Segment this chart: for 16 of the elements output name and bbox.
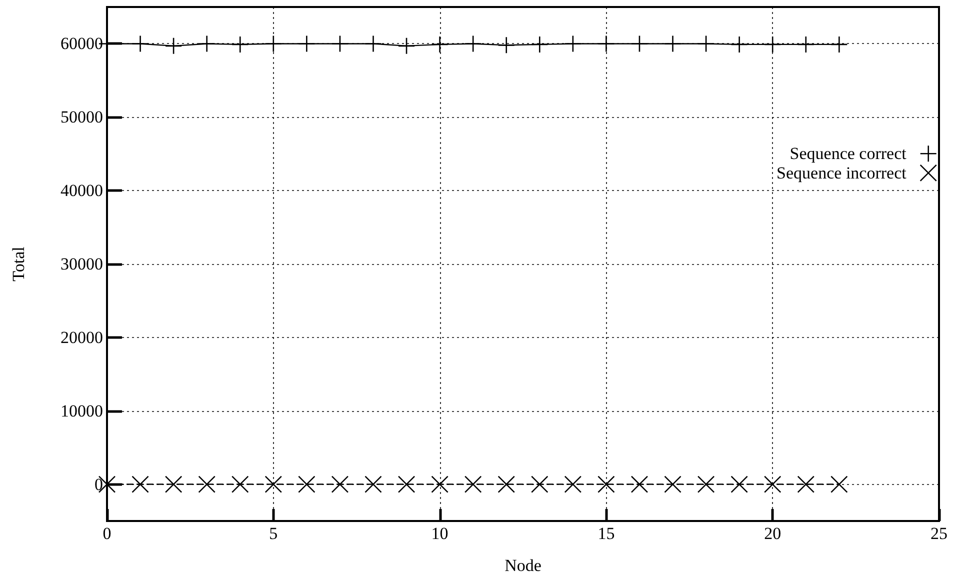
y-axis-title: Total — [9, 246, 28, 282]
x-tick-label: 20 — [764, 524, 782, 543]
y-tick-label: 30000 — [60, 254, 103, 274]
y-tick-label: 40000 — [60, 181, 103, 200]
y-tick-label: 10000 — [60, 401, 103, 420]
legend-label: Sequence correct — [790, 144, 907, 164]
x-tick-label: 15 — [598, 524, 615, 543]
x-tick-label: 10 — [431, 524, 448, 543]
y-tick-label: 20000 — [60, 328, 103, 347]
y-tick-label: 50000 — [60, 108, 103, 127]
y-tick-label: 60000 — [60, 34, 103, 54]
x-tick-label: 25 — [930, 524, 948, 543]
y-tick-label: 0 — [94, 474, 103, 494]
x-axis-title: Node — [504, 556, 542, 575]
x-tick-label: 5 — [269, 524, 278, 543]
legend-label: Sequence incorrect — [776, 163, 907, 182]
